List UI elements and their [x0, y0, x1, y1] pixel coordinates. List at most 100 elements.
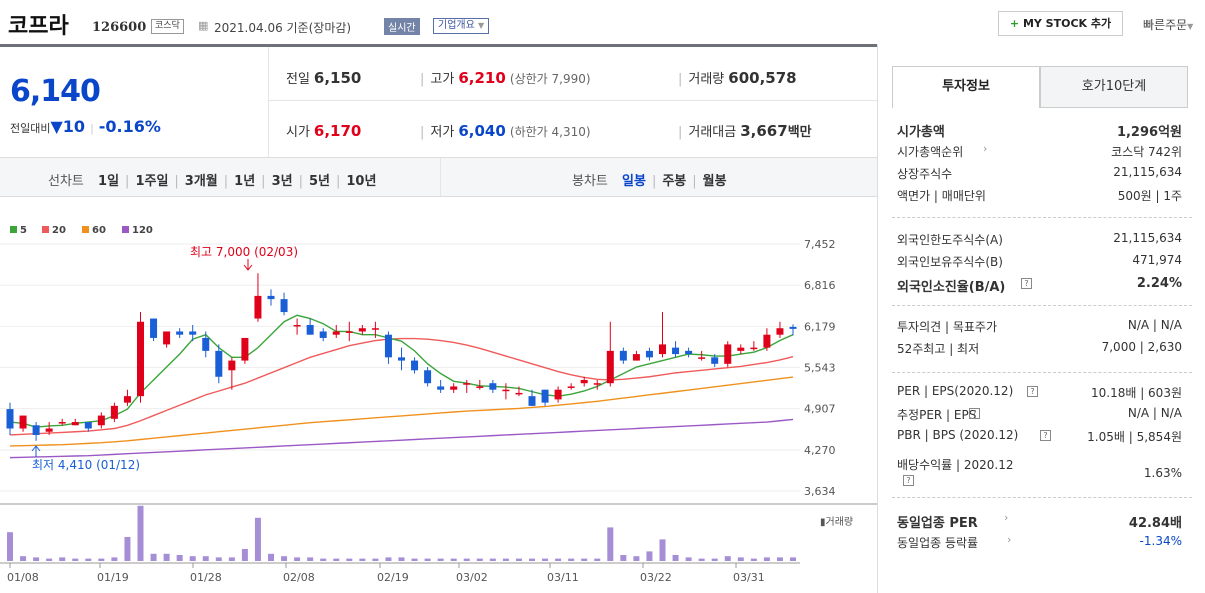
invest-row-value: 21,115,634 [1113, 165, 1182, 179]
volume-bar [137, 505, 144, 561]
volume-bar [555, 558, 562, 561]
tab-invest-info[interactable]: 투자정보 [892, 66, 1040, 108]
candle-body [6, 409, 14, 429]
chevron-right-icon[interactable]: › [1007, 533, 1012, 546]
company-info-dropdown[interactable]: 기업개요 ▼ [433, 18, 490, 34]
candle-body [554, 389, 562, 400]
volume-bar [659, 539, 666, 561]
candle-body [267, 295, 275, 300]
candle-body [515, 392, 523, 395]
candle-body [58, 422, 66, 424]
invest-row-label: 액면가 | 매매단위 [897, 189, 986, 203]
volume-bar [333, 558, 340, 561]
candle-body [763, 334, 771, 348]
candle-body [659, 344, 666, 355]
invest-row-label: 외국인소진율(B/A) [897, 280, 1006, 295]
tab-3month[interactable]: 3개월 [184, 174, 218, 189]
candle-body [476, 386, 484, 388]
invest-row-label: PBR | BPS (2020.12) [897, 428, 1019, 442]
chevron-right-icon[interactable]: › [1004, 511, 1009, 524]
invest-row-label: 외국인한도주식수(A) [897, 233, 1003, 247]
volume-bar [372, 558, 379, 561]
volume-bar [189, 556, 196, 561]
volume-bar [646, 551, 653, 561]
invest-row-value: 7,000 | 2,630 [1101, 340, 1182, 354]
legend-swatch [82, 226, 89, 233]
down-arrow-icon: ▼ [50, 117, 63, 136]
volume-bar [685, 557, 692, 561]
candle-body [541, 389, 549, 403]
volume: | 거래량 600,578 [678, 69, 797, 87]
candle-body [176, 331, 184, 335]
open-price: 시가 6,170 [286, 122, 362, 140]
candle-body [137, 321, 144, 397]
volume-bar [307, 557, 314, 561]
help-icon[interactable]: ? [903, 475, 914, 486]
add-mystock-button[interactable]: + MY STOCK 추가 [998, 11, 1123, 36]
candle-body [384, 334, 392, 358]
tab-1day[interactable]: 1일 [98, 174, 120, 189]
volume-bar [398, 557, 405, 561]
invest-row-value: N/A | N/A [1127, 406, 1182, 420]
stock-name: 코프라 [8, 13, 69, 39]
help-icon[interactable]: ? [1027, 386, 1038, 397]
day-low: | 저가 6,040 (하한가 4,310) [420, 122, 591, 140]
quick-order-button[interactable]: 빠른주문▼ [1143, 18, 1194, 32]
volume-bar [450, 558, 457, 561]
tab-10year[interactable]: 10년 [346, 174, 377, 189]
tab-weekly[interactable]: 주봉 [662, 174, 687, 189]
invest-row-value: 1.05배 | 5,854원 [1087, 430, 1182, 444]
help-icon[interactable]: ? [969, 408, 980, 419]
volume-bar [476, 558, 483, 561]
volume-bar [46, 558, 53, 561]
volume-bar [424, 558, 431, 561]
tab-1week[interactable]: 1주일 [135, 174, 169, 189]
legend-label: 60 [92, 225, 106, 236]
tab-5year[interactable]: 5년 [308, 174, 330, 189]
chevron-down-icon: ▼ [478, 21, 485, 30]
chevron-right-icon[interactable]: › [983, 142, 988, 155]
tab-orderbook[interactable]: 호가10단계 [1040, 66, 1188, 108]
volume-bar [20, 556, 27, 561]
invest-row-value: 코스닥 742위 [1111, 145, 1182, 159]
volume-bar [241, 549, 248, 561]
volume-bar [672, 555, 679, 561]
candle-body [254, 295, 262, 319]
volume-bar [59, 557, 66, 561]
volume-bar [281, 556, 288, 561]
x-tick-label: 01/28 [190, 571, 222, 584]
invest-row-label: 동일업종 등락률 [897, 536, 979, 550]
x-tick-label: 02/08 [283, 571, 315, 584]
volume-bar [215, 557, 222, 561]
y-tick-label: 6,179 [804, 320, 836, 333]
day-high: | 고가 6,210 (상한가 7,990) [420, 69, 591, 87]
volume-bar [698, 558, 705, 561]
candle-body [437, 386, 445, 390]
candle-body [789, 326, 797, 329]
stock-chart[interactable]: 7,452 6,816 6,179 5,543 4,907 4,270 3,634 5 20 60… [0, 197, 877, 593]
realtime-button[interactable]: 실시간 [384, 18, 420, 35]
candle-body [32, 425, 40, 435]
candle-body [737, 347, 745, 351]
tab-3year[interactable]: 3년 [271, 174, 293, 189]
help-icon[interactable]: ? [1040, 430, 1051, 441]
base-date: 2021.04.06 기준(장마감) [214, 21, 352, 35]
candle-body [189, 331, 197, 335]
candle-body [110, 405, 118, 419]
tab-1year[interactable]: 1년 [234, 174, 256, 189]
help-icon[interactable]: ? [1021, 278, 1032, 289]
legend-swatch [122, 226, 129, 233]
max-price-annotation: 최고 7,000 (02/03) [190, 245, 298, 259]
candle-body [163, 331, 171, 345]
invest-row-value: 42.84배 [1128, 516, 1182, 531]
candle-body [450, 386, 458, 390]
max-arrow-icon [243, 264, 253, 271]
tab-monthly[interactable]: 월봉 [702, 174, 727, 189]
tab-daily[interactable]: 일봉 [622, 174, 646, 189]
candle-body [358, 328, 366, 332]
invest-row-value: 1,296억원 [1116, 125, 1182, 140]
invest-row-label: 추정PER | EPS [897, 408, 977, 422]
volume-bar [581, 558, 588, 561]
prev-close: 전일 6,150 [286, 69, 362, 87]
candle-body [776, 328, 784, 335]
